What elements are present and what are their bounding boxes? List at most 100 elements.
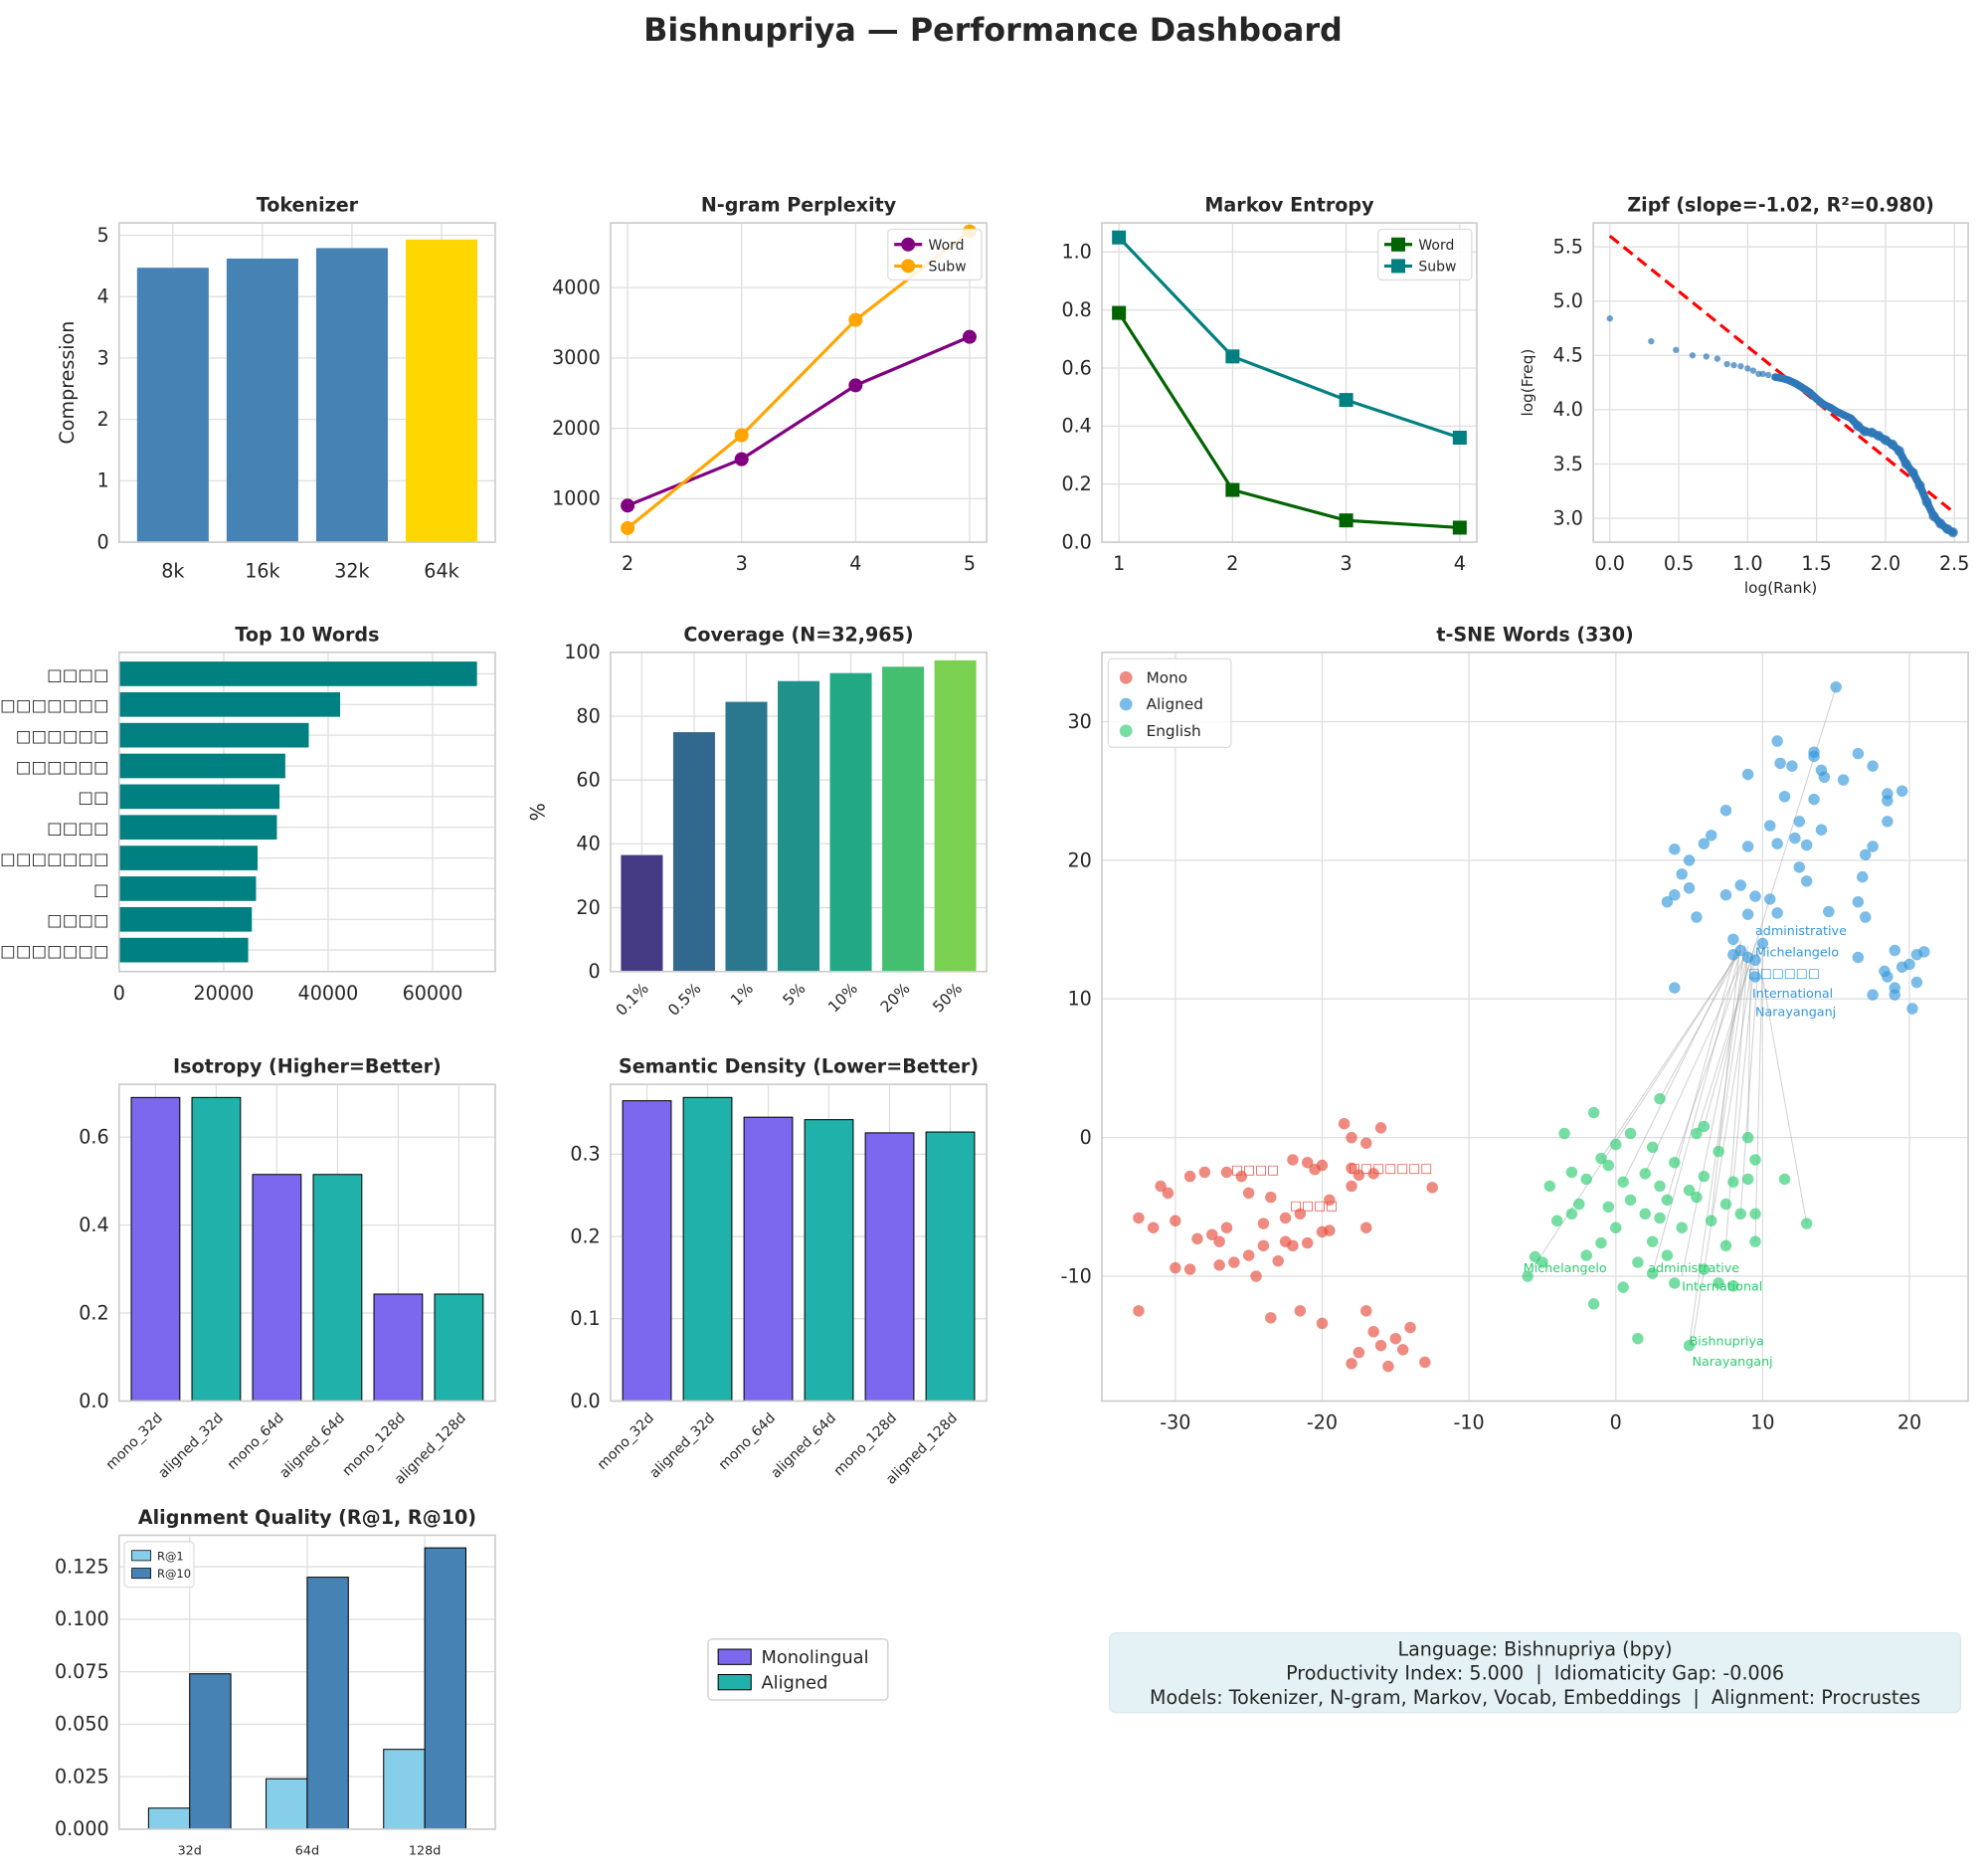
- y-tick-label: 20: [1068, 848, 1092, 871]
- bar-aligned_32d: [682, 1096, 733, 1402]
- tsne-point: [1155, 1180, 1167, 1193]
- x-tick-label: 2.0: [1871, 552, 1900, 575]
- y-tick-label: 0.6: [79, 1126, 108, 1149]
- plot-area: [610, 1084, 988, 1402]
- tsne-point: [1419, 1356, 1431, 1369]
- plot-area: [1102, 652, 1969, 1402]
- tsne-point: [1242, 1249, 1255, 1261]
- legend-label: Monolingual: [761, 1647, 868, 1668]
- y-tick-label: 0.025: [55, 1765, 109, 1787]
- y-tick-label: 3000: [552, 346, 601, 369]
- y-tick-label: 2: [96, 408, 108, 431]
- bar-aligned_128d: [925, 1131, 976, 1402]
- word-label: □□: [78, 788, 108, 807]
- point-Word-4: [848, 378, 863, 393]
- bar-5%: [778, 680, 820, 972]
- tsne-point: [1565, 1208, 1578, 1220]
- x-tick-label: 20%: [877, 980, 914, 1017]
- alignment-link: [1681, 950, 1749, 1277]
- tsne-point: [1852, 747, 1865, 760]
- x-tick-label: 8k: [161, 560, 184, 583]
- point-Word-3: [734, 452, 749, 467]
- info-box: Language: Bishnupriya (bpy) Productivity…: [1109, 1631, 1962, 1714]
- y-tick-label: -10: [1061, 1264, 1092, 1287]
- tsne-point: [1257, 1218, 1270, 1229]
- tsne-point: [1852, 951, 1865, 964]
- y-tick-label: 0.2: [570, 1224, 600, 1247]
- tsne-point: [1324, 1224, 1336, 1236]
- info-box-background: [1109, 1631, 1962, 1714]
- tsne-annotation: administrative: [1755, 924, 1847, 939]
- axes-frame: [117, 222, 496, 543]
- tsne-point: [1910, 976, 1923, 989]
- x-tick-label: 0: [113, 982, 125, 1005]
- tsne-point: [1771, 735, 1783, 747]
- tsne-point: [1808, 750, 1820, 763]
- x-tick-label: 0: [1610, 1410, 1622, 1433]
- x-tick-label: 10: [1750, 1410, 1774, 1433]
- zipf-point: [1689, 352, 1697, 359]
- x-tick-label: 128d: [409, 1843, 441, 1858]
- legend-marker: [1119, 697, 1133, 711]
- tsne-point: [1360, 1221, 1372, 1233]
- tsne-point: [1837, 774, 1850, 786]
- chart-zipf: Zipf (slope=-1.02, R²=0.980) 0.0 0.5 1.0 1.5…: [1519, 194, 1969, 597]
- word-label: □□□□: [47, 911, 109, 930]
- tsne-point: [1346, 1162, 1357, 1175]
- legend-swatch: [717, 1648, 752, 1665]
- point-Word-3: [1339, 513, 1354, 528]
- y-tick-label: 3: [96, 346, 108, 369]
- zipf-point: [1744, 365, 1751, 372]
- alignment-link: [1527, 950, 1741, 1277]
- word-bar: [118, 815, 277, 841]
- chart-title: Zipf (slope=-1.02, R²=0.980): [1627, 194, 1934, 217]
- tsne-annotation: International: [1752, 987, 1833, 1002]
- tsne-point: [1374, 1122, 1387, 1134]
- tsne-point: [1522, 1270, 1534, 1282]
- bar-64k: [405, 239, 478, 543]
- tsne-point: [1676, 1221, 1688, 1233]
- y-tick-label: 0.100: [55, 1607, 109, 1630]
- axes-frame: [117, 1534, 496, 1830]
- word-label: □□□□□□□□□: [0, 849, 109, 868]
- alignment-link: [1732, 950, 1756, 1183]
- x-tick-label: aligned_64d: [276, 1410, 348, 1482]
- tsne-point: [1741, 1131, 1754, 1144]
- alignment-link: [1666, 950, 1737, 1201]
- tsne-point: [1713, 1277, 1724, 1289]
- legend-label: Aligned: [1147, 695, 1203, 713]
- info-line-3: Models: Tokenizer, N-gram, Markov, Vocab…: [1150, 1686, 1920, 1709]
- alignment-link: [1761, 978, 1808, 1224]
- tsne-point: [1896, 785, 1908, 797]
- tsne-point: [1228, 1256, 1240, 1268]
- x-tick-label: mono_64d: [225, 1410, 287, 1473]
- axes-frame: [117, 1083, 496, 1403]
- tsne-point: [1265, 1312, 1277, 1324]
- chart-title: N-gram Perplexity: [701, 194, 897, 217]
- tsne-point: [1338, 1117, 1351, 1130]
- alignment-link: [1747, 960, 1752, 1138]
- tsne-point: [1800, 875, 1813, 887]
- y-tick-label: 0.4: [79, 1214, 108, 1236]
- alignment-link: [1689, 946, 1746, 1346]
- axes-frame: [1592, 222, 1969, 543]
- x-tick-label: 2.5: [1939, 552, 1969, 575]
- x-tick-label: aligned_64d: [768, 1410, 839, 1482]
- tsne-point: [1558, 1127, 1570, 1140]
- tsne-point: [1213, 1259, 1225, 1271]
- word-label: □□□□□□: [16, 757, 109, 776]
- tsne-point: [1646, 1235, 1659, 1247]
- x-tick-label: 0.0: [1595, 552, 1625, 575]
- tsne-series-Aligned: [1661, 680, 1930, 1015]
- word-label: □□□□□□□: [0, 696, 108, 715]
- tsne-point: [1800, 839, 1813, 851]
- tsne-point: [1580, 1173, 1592, 1186]
- tsne-point: [1661, 895, 1674, 908]
- tsne-point: [1617, 1176, 1629, 1188]
- tsne-point: [1374, 1339, 1387, 1352]
- y-tick-label: 0.2: [1061, 472, 1091, 495]
- y-tick-label: 1: [96, 469, 108, 492]
- bar-50%: [934, 659, 977, 972]
- alignment-link: [1754, 953, 1763, 1242]
- tsne-point: [1756, 937, 1769, 950]
